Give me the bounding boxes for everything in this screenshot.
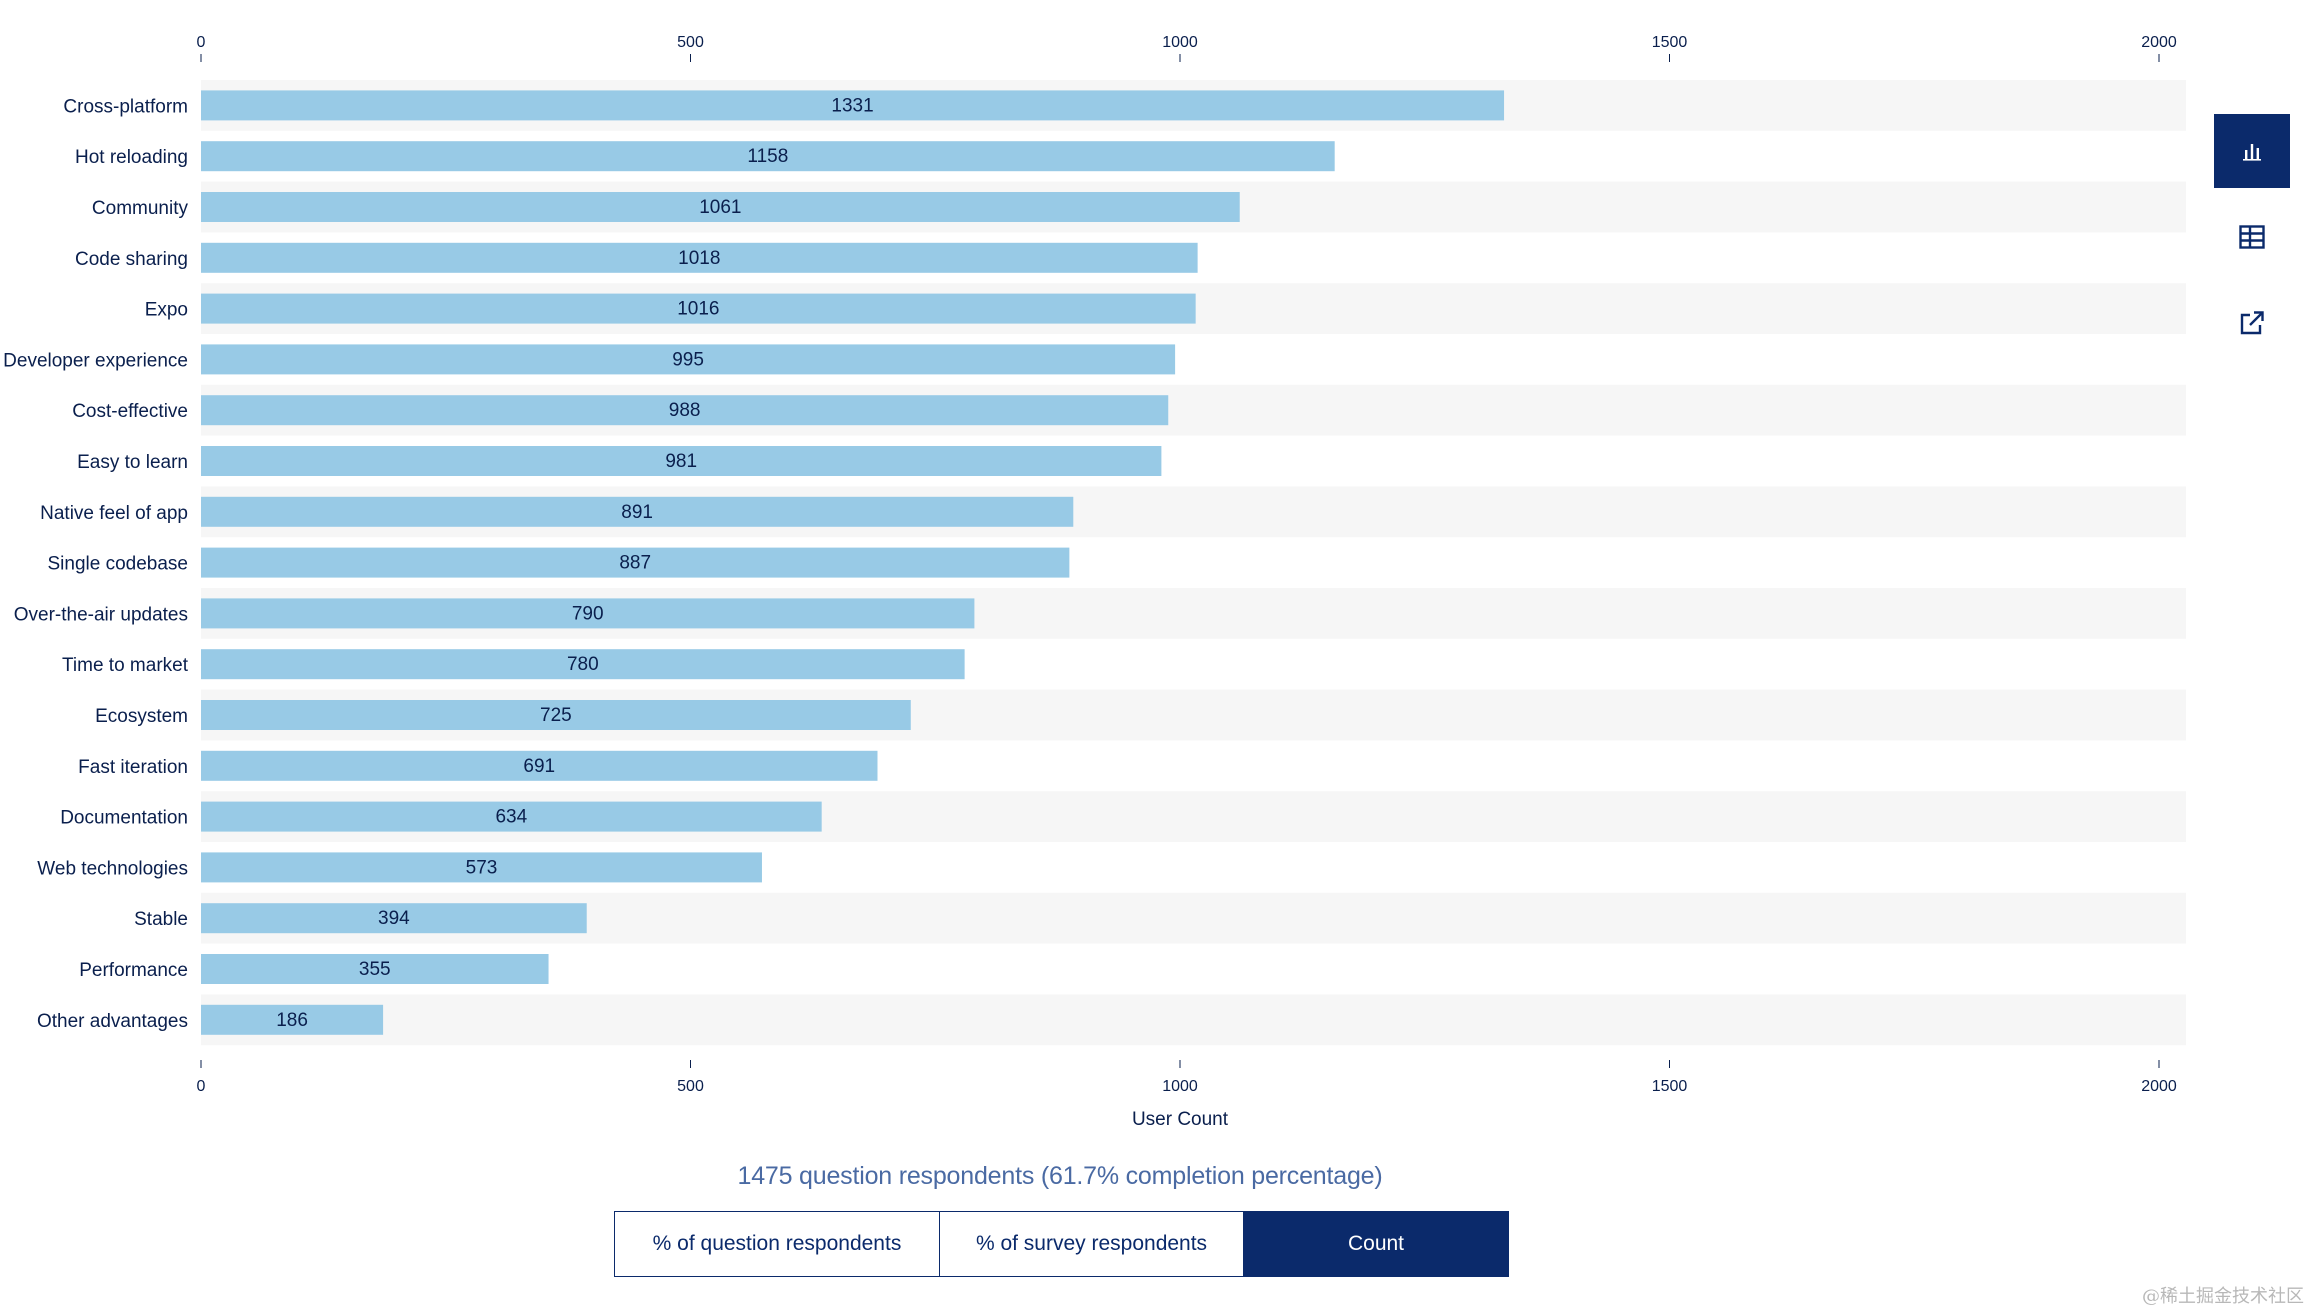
respondents-summary: 1475 question respondents (61.7% complet… [737, 1162, 1383, 1190]
bar-value-label: 981 [665, 451, 697, 472]
bar[interactable] [201, 1004, 384, 1035]
bar[interactable] [201, 141, 1335, 172]
category-label: Documentation [60, 808, 188, 829]
category-label: Stable [134, 909, 188, 930]
bar[interactable] [201, 496, 1074, 527]
bar-value-label: 790 [572, 603, 604, 624]
table-view-button[interactable] [2214, 200, 2290, 274]
category-label: Expo [145, 300, 188, 321]
x-tick-label-top: 0 [197, 34, 206, 51]
bar-value-label: 1016 [677, 299, 719, 320]
bar-value-label: 1018 [678, 248, 720, 269]
bar-value-label: 887 [619, 553, 651, 574]
bar[interactable] [201, 344, 1176, 375]
bar-value-label: 186 [276, 1010, 308, 1031]
watermark: @稀土掘金技术社区 [2142, 1286, 2304, 1307]
bar-value-label: 394 [378, 908, 410, 929]
bar-value-label: 691 [523, 756, 555, 777]
unit-toggle-group: % of question respondents % of survey re… [614, 1211, 1509, 1277]
bar[interactable] [201, 547, 1070, 578]
category-label: Code sharing [75, 249, 188, 270]
x-axis-title: User Count [1132, 1109, 1229, 1130]
x-tick-label-top: 1000 [1162, 34, 1198, 51]
bar-value-label: 355 [359, 959, 391, 980]
bar[interactable] [201, 649, 965, 680]
unit-question-respondents-button[interactable]: % of question respondents [615, 1212, 939, 1276]
x-tick-label-bottom: 500 [677, 1078, 704, 1095]
bar[interactable] [201, 750, 878, 781]
x-tick-label-bottom: 1500 [1652, 1078, 1688, 1095]
chart-view-button[interactable] [2214, 114, 2290, 188]
bar[interactable] [201, 293, 1196, 324]
category-label: Time to market [62, 655, 189, 676]
bar-value-label: 725 [540, 705, 572, 726]
bar[interactable] [201, 90, 1505, 121]
bar-value-label: 1061 [699, 197, 741, 218]
x-tick-label-bottom: 0 [197, 1078, 206, 1095]
bar-value-label: 995 [672, 349, 704, 370]
row-stripe [201, 994, 2186, 1046]
category-label: Web technologies [37, 858, 188, 879]
bar[interactable] [201, 395, 1169, 426]
bar-value-label: 891 [621, 502, 653, 523]
bar[interactable] [201, 598, 975, 629]
x-tick-label-top: 2000 [2141, 34, 2177, 51]
category-label: Cross-platform [63, 96, 188, 117]
x-tick-label-top: 500 [677, 34, 704, 51]
category-label: Community [92, 198, 189, 219]
unit-count-button[interactable]: Count [1243, 1212, 1508, 1276]
bar-value-label: 780 [567, 654, 599, 675]
category-label: Fast iteration [78, 757, 188, 778]
external-link-icon [2240, 311, 2264, 335]
bar[interactable] [201, 446, 1162, 476]
category-label: Other advantages [37, 1011, 188, 1032]
bar[interactable] [201, 954, 549, 984]
bar-chart: 1331 Cross-platform 1158 Hot reloading 1061 C… [3, 34, 2186, 1130]
bar-value-label: 1331 [831, 95, 873, 116]
category-label: Performance [79, 960, 188, 981]
category-label: Single codebase [48, 554, 189, 575]
bar[interactable] [201, 852, 762, 883]
bar-value-label: 573 [466, 857, 498, 878]
bar[interactable] [201, 700, 911, 730]
unit-survey-respondents-button[interactable]: % of survey respondents [939, 1212, 1243, 1276]
bar[interactable] [201, 801, 822, 832]
x-tick-label-top: 1500 [1652, 34, 1688, 51]
bar[interactable] [201, 242, 1198, 273]
category-label: Native feel of app [40, 503, 188, 524]
bar-chart-icon [2243, 144, 2261, 161]
bar-value-label: 634 [495, 807, 527, 828]
export-link-button[interactable] [2214, 286, 2290, 360]
bar-value-label: 1158 [747, 146, 788, 167]
x-tick-label-bottom: 1000 [1162, 1078, 1198, 1095]
category-label: Hot reloading [75, 147, 188, 168]
bar-value-label: 988 [669, 400, 701, 421]
bar[interactable] [201, 903, 587, 934]
category-label: Easy to learn [77, 452, 188, 473]
category-label: Ecosystem [95, 706, 188, 727]
category-label: Cost-effective [72, 401, 188, 422]
bar[interactable] [201, 192, 1240, 222]
category-label: Developer experience [3, 350, 188, 371]
category-label: Over-the-air updates [14, 604, 188, 625]
x-tick-label-bottom: 2000 [2141, 1078, 2177, 1095]
table-icon [2239, 225, 2265, 249]
